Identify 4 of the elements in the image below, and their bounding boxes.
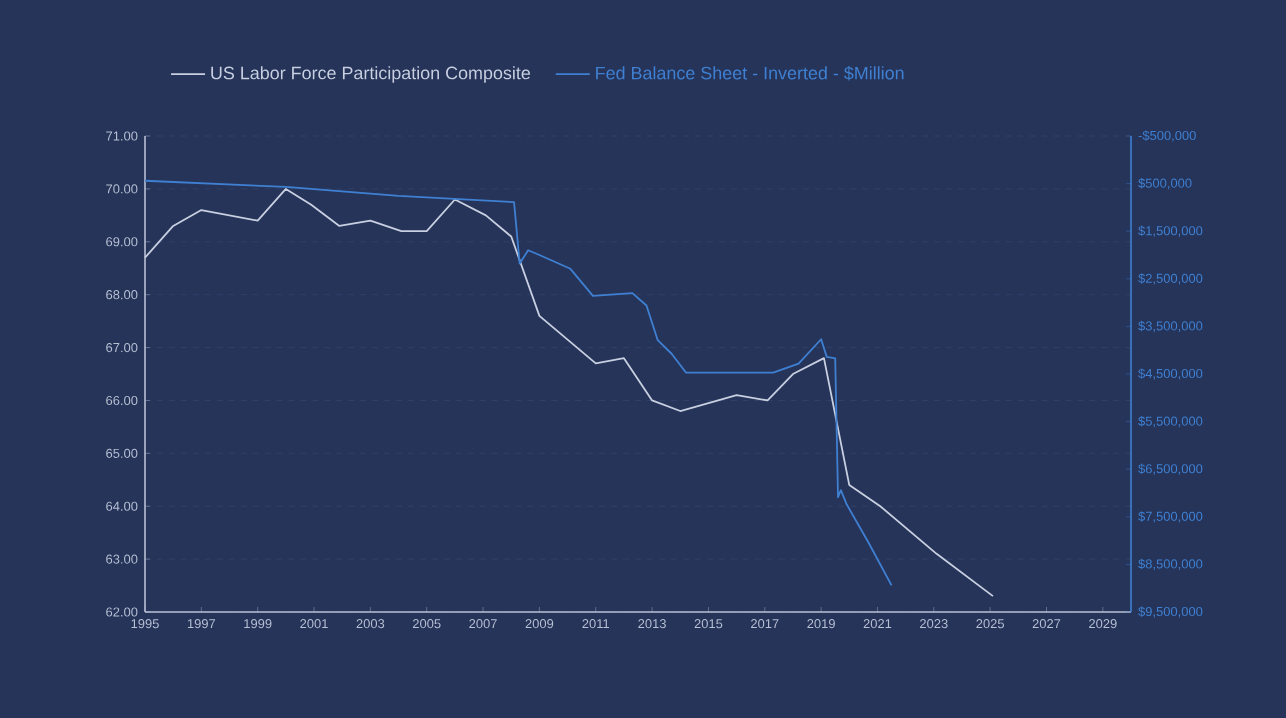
legend-label: US Labor Force Participation Composite [211,66,531,83]
line-series [144,188,994,598]
line-series [144,179,893,587]
legend-label: Fed Balance Sheet - Inverted - $Million [596,65,904,81]
